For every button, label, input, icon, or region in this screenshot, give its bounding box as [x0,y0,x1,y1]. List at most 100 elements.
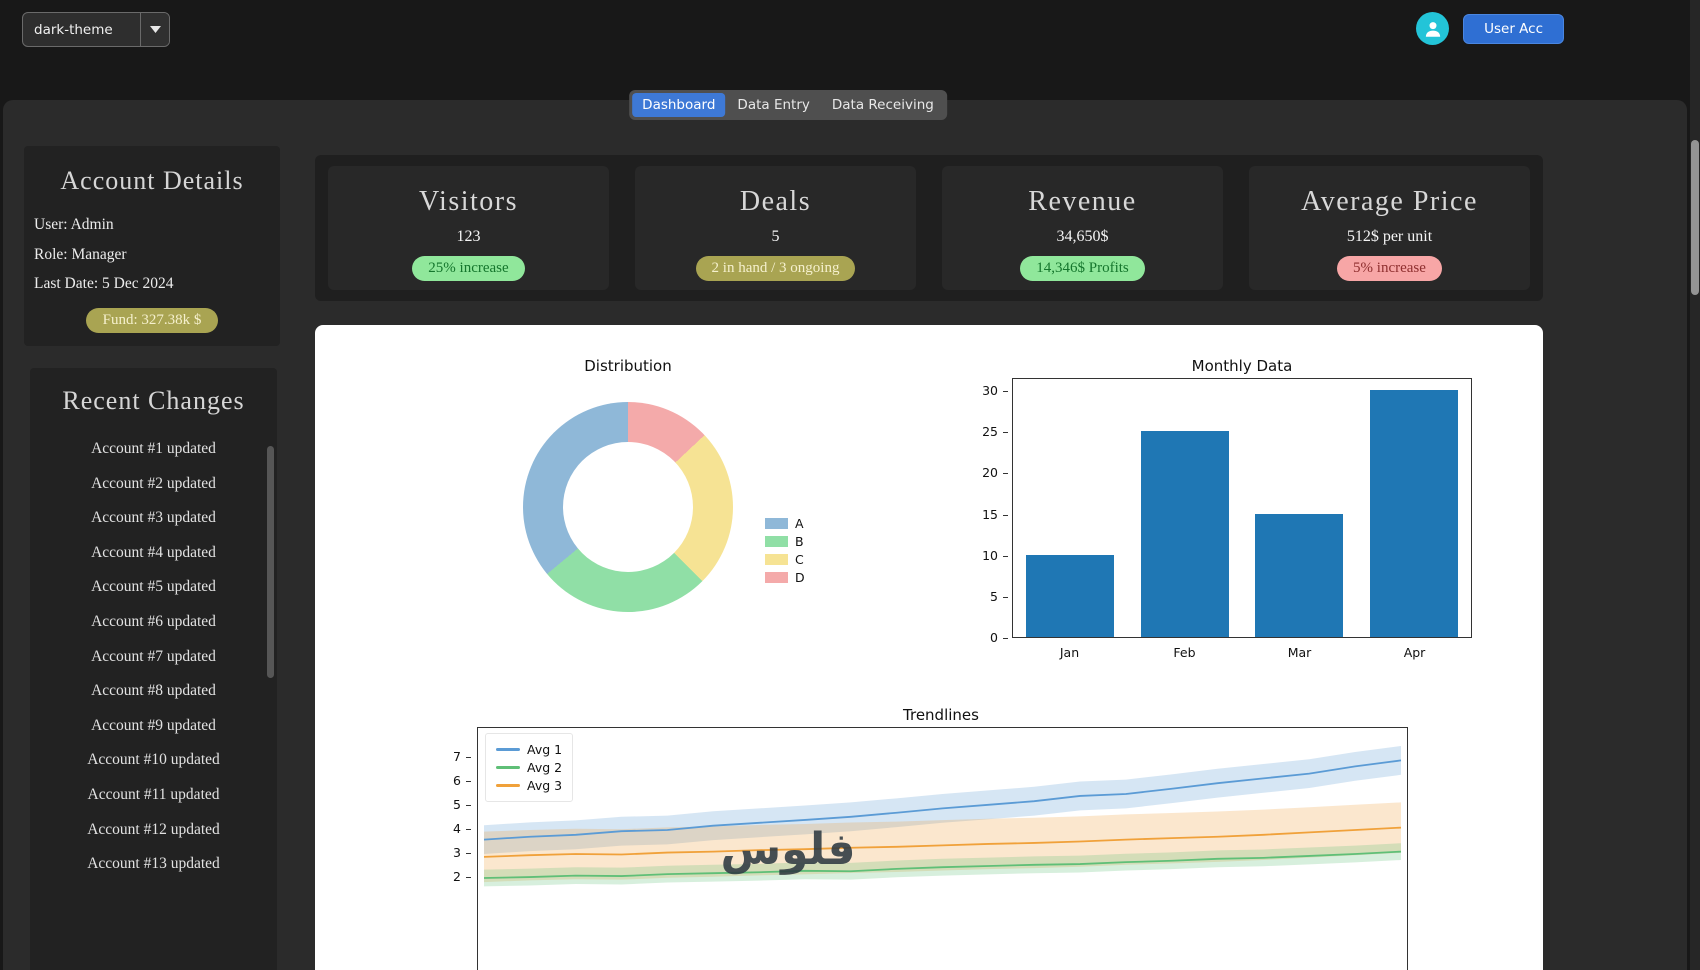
legend-swatch [765,572,788,583]
stat-value: 5 [771,228,780,245]
trend-legend: Avg 1 Avg 2 Avg 3 [485,733,574,802]
stat-badge: 14,346$ Profits [1020,256,1145,281]
line-chart-title: Trendlines [903,706,979,724]
axis-tick-mark [1003,391,1008,392]
legend-label: Avg 3 [527,778,563,793]
page-scrollbar[interactable] [1691,140,1699,295]
axis-tick-mark [1003,514,1008,516]
legend-label: C [795,552,804,567]
axis-tick-label: 5 [990,588,998,604]
account-details-card: Account Details User: Admin Role: Manage… [24,146,280,346]
fund-badge: Fund: 327.38k $ [85,307,219,333]
bar-y-axis: 0 5 10 15 20 25 30 [955,378,1010,645]
list-item: Account #4 updated [91,543,216,561]
account-details-title: Account Details [60,166,244,195]
list-item: Account #1 updated [91,440,216,457]
axis-tick-mark [466,757,471,758]
stat-card-visitors: Visitors 123 25% increase [328,166,609,290]
bar [1026,554,1115,637]
axis-tick-label: 2 [453,869,461,884]
user-avatar[interactable] [1416,12,1450,45]
list-item: Account #7 updated [91,647,216,665]
theme-select[interactable]: dark-theme [22,12,170,47]
legend-swatch [765,536,788,547]
pie-chart-title: Distribution [584,357,672,375]
legend-label: D [795,570,805,585]
recent-changes-title: Recent Changes [62,386,245,415]
axis-tick-mark [466,805,471,806]
donut-hole [563,442,693,572]
trend-plot: Avg 1 Avg 2 Avg 3 فلوس [477,727,1408,970]
list-item: Account #8 updated [91,682,216,700]
trend-band [484,802,1401,883]
axis-tick-label: 10 [982,547,998,563]
legend-swatch [496,748,520,751]
axis-tick-mark [1003,473,1008,475]
bar-slot [1242,379,1357,637]
chevron-down-icon[interactable] [140,13,169,46]
axis-tick-label: 7 [453,749,461,764]
list-item: Account #10 updated [87,751,220,769]
trend-band [484,746,1401,854]
bar [1140,431,1229,637]
axis-tick-label: Mar [1287,645,1312,660]
axis-tick-label: 4 [453,821,461,836]
list-item: Account #6 updated [91,612,216,630]
person-icon [1425,21,1440,37]
axis-tick-mark [1003,638,1008,639]
legend-label: Avg 1 [527,742,563,757]
list-item: Account #11 updated [87,785,220,803]
axis-tick-mark [1003,432,1008,434]
trend-y-axis: 7 6 5 4 3 2 [423,727,473,970]
legend-item: D [765,570,805,585]
stat-title: Deals [739,186,812,217]
legend-item: Avg 2 [496,760,562,775]
tab-bar: Dashboard Data Entry Data Receiving [629,90,947,120]
topbar-right: User Acc [1416,12,1564,45]
donut-chart [523,402,733,612]
bar [1255,513,1344,637]
page-scrollbar-track [1690,0,1700,970]
legend-label: B [795,534,804,549]
stat-card-average-price: Average Price 512$ per unit 5% increase [1249,166,1530,290]
trend-band [484,843,1401,887]
axis-tick-mark [466,781,471,782]
axis-tick-label: 25 [982,424,998,440]
bar-plot [1012,378,1472,638]
bar-chart-title: Monthly Data [1191,357,1293,375]
account-role-line: Role: Manager [34,245,127,263]
tab-dashboard[interactable]: Dashboard [632,93,726,117]
list-item: Account #12 updated [87,820,220,838]
axis-tick-label: 30 [982,383,998,398]
axis-tick-mark [1003,555,1008,557]
stat-title: Revenue [1028,186,1137,217]
axis-tick-mark [466,853,471,854]
stat-title: Average Price [1301,186,1478,217]
trend-svg [483,746,1402,887]
top-bar: dark-theme User Acc [0,0,1700,60]
stat-badge: 5% increase [1337,256,1442,281]
account-date-line: Last Date: 5 Dec 2024 [34,275,174,292]
legend-item: B [765,534,805,549]
list-item: Account #3 updated [91,509,216,527]
legend-item: A [765,516,805,531]
theme-select-value: dark-theme [34,21,113,38]
recent-changes-scrollbar[interactable] [267,446,274,678]
stat-badge: 2 in hand / 3 ongoing [695,256,856,281]
tab-data-entry[interactable]: Data Entry [737,97,810,113]
axis-tick-label: 20 [982,465,998,481]
axis-tick-label: 5 [453,797,461,812]
legend-swatch [496,766,520,769]
user-account-button[interactable]: User Acc [1463,13,1564,44]
legend-swatch [765,554,788,565]
watermark-text: فلوس [720,824,856,875]
stat-value: 123 [456,228,481,245]
legend-item: Avg 3 [496,778,562,793]
list-item: Account #2 updated [91,474,216,492]
bar [1369,390,1458,637]
list-item: Account #5 updated [91,578,216,596]
tab-data-receiving[interactable]: Data Receiving [831,97,934,113]
stat-card-revenue: Revenue 34,650$ 14,346$ Profits [942,166,1223,290]
